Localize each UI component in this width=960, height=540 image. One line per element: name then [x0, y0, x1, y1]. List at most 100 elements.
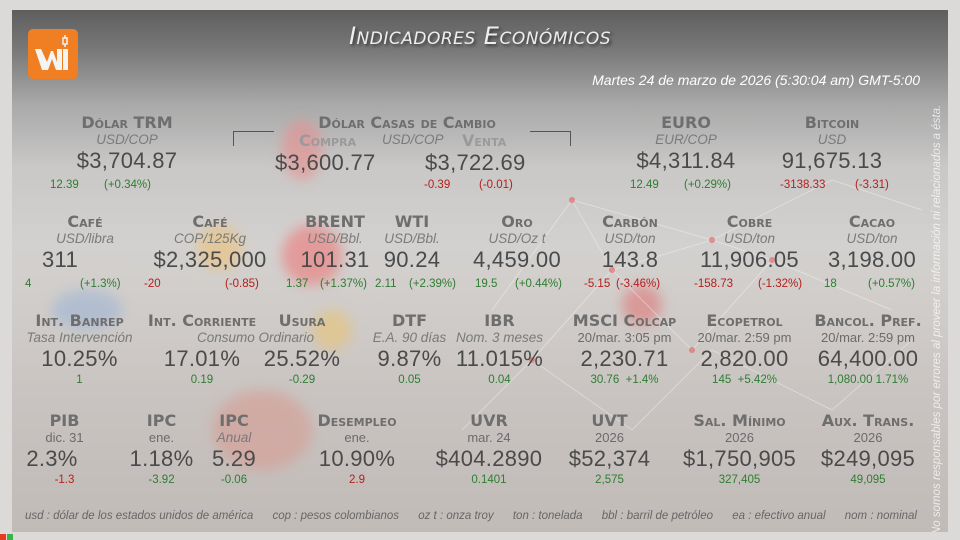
indicator-name: Bancol. Pref.	[814, 311, 922, 330]
indicator-name: EURO	[661, 113, 711, 132]
bokeh-decoration	[282, 120, 322, 180]
indicator-change: 19.5	[475, 278, 497, 290]
indicator-unit: USD/libra	[56, 231, 114, 246]
indicator-change: 327,405	[718, 474, 761, 486]
indicator-change: 0.04	[488, 374, 511, 386]
bracket-right	[530, 131, 571, 146]
indicator-unit: USD/COP	[382, 132, 444, 147]
indicator-value: $404.2890	[435, 446, 543, 471]
indicator-usura: Usura 25.52% -0.29	[257, 312, 347, 388]
indicator-change-pct: (+2.39%)	[409, 278, 456, 290]
indicator-ecopetrol: Ecopetrol 20/mar. 2:59 pm 2,820.00 145 +…	[692, 312, 797, 388]
change-pct: (+0.44%)	[515, 278, 562, 290]
indicator-change-pct: (+1.37%)	[320, 278, 367, 290]
indicator-change-pct: (+0.34%)	[104, 179, 151, 191]
indicator-value: 9.87%	[377, 346, 442, 371]
glossary-nom: nom : nominal	[844, 510, 917, 522]
indicator-name: UVT	[591, 411, 628, 430]
indicator-change-pct: (-0.85)	[225, 278, 259, 290]
indicator-sal-minimo: Sal. Mínimo 2026 $1,750,905 327,405	[677, 412, 802, 488]
indicator-bancol-pref: Bancol. Pref. 20/mar. 2:59 pm 64,400.00 …	[809, 312, 927, 388]
indicator-name: Dólar TRM	[81, 113, 173, 132]
indicator-value: 5.29	[211, 446, 257, 471]
indicator-cacao: Cacao USD/ton 3,198.00	[817, 213, 927, 273]
indicator-carbon: Carbón USD/ton 143.8	[585, 213, 675, 273]
indicator-change: 0.19	[190, 374, 214, 386]
indicator-value: 3,198.00	[827, 247, 917, 272]
indicator-name: IBR	[484, 311, 515, 330]
indicator-name: Café	[192, 212, 228, 231]
indicator-period: dic. 31	[45, 430, 84, 445]
indicator-timestamp: 20/mar. 2:59 pm	[821, 330, 915, 345]
indicator-change-pct: (+1.3%)	[80, 278, 121, 290]
indicator-name: IPC	[146, 411, 177, 430]
indicator-name: IPC	[219, 411, 249, 430]
indicator-name: Bitcoin	[804, 113, 860, 132]
indicator-change: 2.9	[349, 474, 365, 486]
indicator-value: 2.3%	[26, 446, 78, 471]
change-value: 18	[824, 278, 837, 290]
indicator-name: Cacao	[848, 212, 896, 231]
indicator-change: -3138.33	[780, 179, 825, 191]
indicator-value: 1.18%	[129, 446, 194, 471]
indicator-dolar-casas: Dólar Casas de Cambio	[262, 114, 552, 132]
change-value: 4	[25, 278, 32, 290]
indicator-name: Café	[67, 212, 103, 231]
change-value: -3138.33	[780, 179, 826, 191]
indicator-value: 11.015%	[455, 346, 544, 371]
indicator-unit: USD/ton	[604, 231, 656, 246]
bokeh-decoration	[52, 290, 122, 330]
indicator-timestamp: 20/mar. 3:05 pm	[577, 330, 672, 345]
indicator-value: $52,374	[568, 446, 651, 471]
change-pct: (+1.3%)	[80, 278, 121, 290]
indicator-value: $2,325,000	[153, 247, 267, 272]
indicator-unit: Nom. 3 meses	[455, 330, 544, 345]
flag-green	[7, 534, 13, 540]
indicator-name: PIB	[49, 411, 80, 430]
compra-label: Compra	[299, 131, 357, 150]
change-value: 19.5	[475, 278, 498, 290]
indicator-unit: USD/Oz t	[488, 231, 546, 246]
indicator-period: ene.	[148, 430, 175, 445]
change-value: -5.15	[584, 278, 611, 290]
indicator-change-pct: (+0.57%)	[868, 278, 915, 290]
indicator-value: $4,311.84	[636, 148, 736, 173]
indicator-name: Int. Banrep	[35, 311, 124, 330]
datetime: Martes 24 de marzo de 2026 (5:30:04 am) …	[592, 72, 920, 88]
indicator-value: 2,230.71	[580, 346, 669, 371]
indicator-change: 145 +5.42%	[712, 374, 777, 386]
indicator-period: Anual	[216, 430, 252, 445]
indicator-value: 10.90%	[318, 446, 396, 471]
indicator-period: 2026	[595, 430, 624, 445]
change-pct: (+2.39%)	[409, 278, 456, 290]
indicator-change: 30.76 +1.4%	[590, 374, 659, 386]
bokeh-decoration	[312, 310, 352, 350]
indicator-period: mar. 24	[467, 430, 511, 445]
change-pct: (-0.01)	[479, 179, 513, 191]
indicator-name: Oro	[501, 212, 533, 231]
venta-value: $3,722.69	[425, 150, 526, 175]
indicator-value: $3,704.87	[76, 148, 178, 173]
indicator-change: 1	[76, 374, 83, 386]
indicator-name: Sal. Mínimo	[693, 411, 786, 430]
flag-red	[0, 534, 6, 540]
indicator-value: 91,675.13	[781, 148, 883, 173]
indicator-value: 90.24	[383, 247, 441, 272]
change-pct: (+0.34%)	[104, 179, 151, 191]
indicator-change: 18	[824, 278, 837, 290]
indicator-ipc: IPC ene. 1.18% -3.92	[124, 412, 199, 488]
wi-logo-icon	[28, 29, 78, 79]
change-pct: (+0.29%)	[684, 179, 731, 191]
indicator-name: Int. Corriente	[147, 311, 257, 330]
indicator-unit: E.A. 90 días	[372, 330, 447, 345]
indicator-period: 2026	[725, 430, 754, 445]
indicator-unit: COP/125Kg	[173, 231, 247, 246]
bokeh-decoration	[212, 390, 312, 470]
indicator-cafe-usd: Café USD/libra 311	[25, 213, 145, 273]
bokeh-decoration	[622, 285, 662, 325]
indicator-value: 311	[42, 247, 78, 272]
glossary-bbl: bbl : barril de petróleo	[601, 510, 713, 522]
indicator-unit: USD/ton	[723, 231, 776, 246]
indicator-wti: WTI USD/Bbl. 90.24	[377, 213, 447, 273]
indicator-aux-trans: Aux. Trans. 2026 $249,095 49,095	[812, 412, 924, 488]
